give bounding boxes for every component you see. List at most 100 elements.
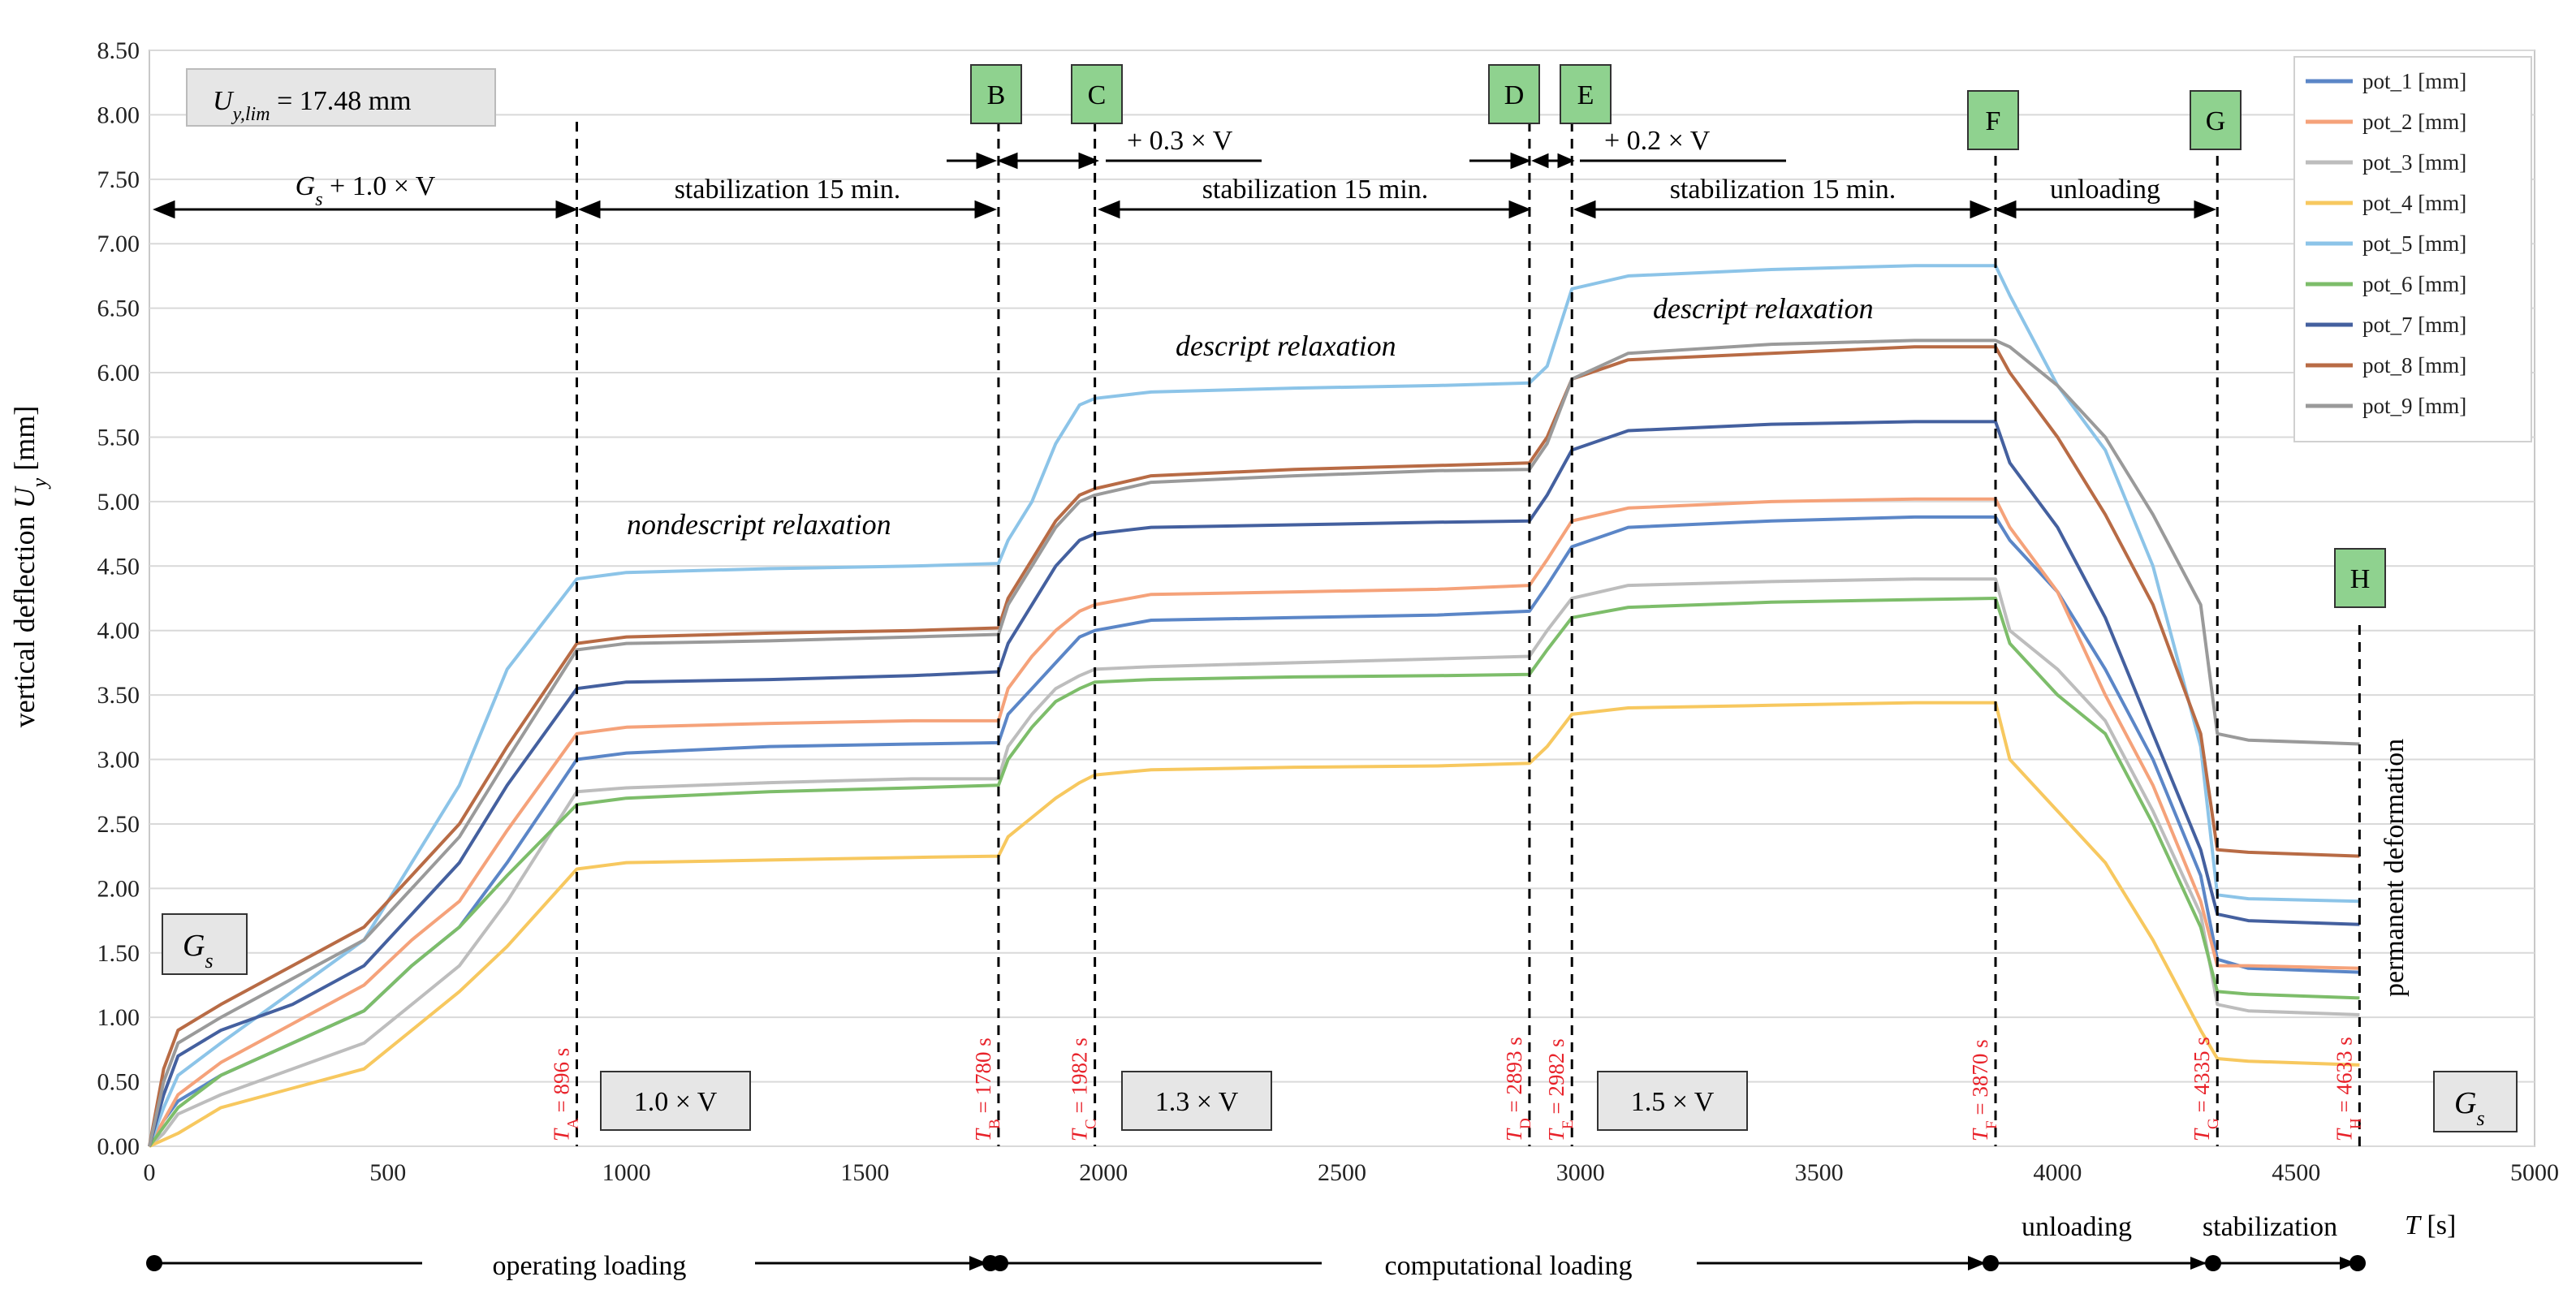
ulim-text: Uy,lim = 17.48 mm [213, 86, 412, 125]
marker-box-g [2190, 90, 2242, 150]
arrow-stab-1-right-head [974, 200, 997, 219]
x-tick-labels: 0 500 1000 1500 2000 2500 3000 3500 4000 4500 5000 [144, 1159, 2560, 1186]
plus-03-text: + 0.3 × V [1127, 126, 1233, 156]
y-tick-label: 2.50 [97, 811, 140, 838]
markers: B C D E F G H [970, 64, 2386, 608]
gs-label-right: Gs [2454, 1086, 2485, 1130]
phase-arrow-comp-head [1968, 1256, 1986, 1270]
range-arrows [153, 152, 2216, 219]
x-tick-label: 3500 [1795, 1159, 1844, 1186]
grid [149, 50, 2535, 1147]
x-tick-label: 3000 [1556, 1159, 1605, 1186]
marker-g: G [2206, 106, 2226, 136]
series-line-6 [148, 597, 2360, 1148]
load-box-2 [1121, 1071, 1272, 1131]
load-label-1: 1.0 × V [634, 1087, 718, 1117]
arrow-de-left-head [1531, 153, 1549, 169]
x-tick-label: 1000 [602, 1159, 651, 1186]
marker-c: C [1088, 80, 1107, 110]
phase-arrow-unload-head [2190, 1257, 2207, 1270]
gs-box-right [2433, 1071, 2518, 1132]
y-tick-label: 1.00 [97, 1004, 140, 1031]
legend-label-4: pot_4 [mm] [2362, 191, 2466, 215]
plus-02-text: + 0.2 × V [1604, 126, 1711, 156]
permanent-deformation-text: permanent deformation [2380, 739, 2410, 997]
y-tick-label: 3.00 [97, 747, 140, 774]
stab-text-3: stabilization 15 min. [1670, 175, 1896, 205]
arrow-b-in-head [976, 152, 998, 170]
arrow-stab-3-left-head [1573, 200, 1596, 219]
phase-dot-f [1983, 1255, 1999, 1271]
load-label-3: 1.5 × V [1631, 1087, 1715, 1117]
series-line-7 [148, 420, 2360, 1147]
y-tick-label: 3.50 [97, 682, 140, 709]
arrow-stab-2-left-head [1098, 200, 1120, 219]
series-line-8 [148, 345, 2360, 1147]
marker-e: E [1577, 80, 1594, 110]
y-tick-label: 6.00 [97, 360, 140, 386]
x-tick-label: 0 [144, 1159, 156, 1186]
marker-b: B [987, 80, 1006, 110]
arrow-unloading-right-head [2194, 200, 2216, 219]
event-time-label-f: TF = 3870 s [1968, 1039, 2000, 1141]
phase-unloading: unloading [2022, 1212, 2132, 1242]
y-tick-label: 7.00 [97, 231, 140, 257]
phase-dot-h [2349, 1255, 2366, 1271]
y-axis-label: vertical deflection Uy [mm] [8, 406, 51, 727]
y-tick-label: 0.00 [97, 1133, 140, 1160]
arrow-stab-3-right-head [1970, 200, 1992, 219]
y-tick-label: 4.50 [97, 553, 140, 580]
x-tick-label: 2500 [1318, 1159, 1366, 1186]
x-tick-label: 500 [369, 1159, 406, 1186]
y-tick-label: 4.00 [97, 618, 140, 645]
y-tick-label: 5.00 [97, 489, 140, 515]
phase-stabilization: stabilization [2203, 1212, 2337, 1242]
x-tick-label: 4500 [2272, 1159, 2320, 1186]
y-tick-label: 2.00 [97, 875, 140, 902]
legend-label-5: pot_5 [mm] [2362, 231, 2466, 256]
event-time-label-h: TH = 4633 s [2332, 1037, 2364, 1141]
y-tick-label: 5.50 [97, 424, 140, 451]
event-time-label-c: TC = 1982 s [1068, 1037, 1100, 1141]
event-time-label-d: TD = 2893 s [1502, 1037, 1534, 1141]
y-tick-label: 8.00 [97, 101, 140, 128]
phase-timeline: operating loading computational loading … [146, 1212, 2366, 1281]
y-tick-labels: 0.00 0.50 1.00 1.50 2.00 2.50 3.00 3.50 4.00 4.50… [97, 37, 140, 1160]
phase-computational: computational loading [1385, 1251, 1633, 1281]
event-time-label-b: TB = 1780 s [971, 1037, 1003, 1141]
ulim-box [186, 68, 496, 127]
legend-label-3: pot_3 [mm] [2362, 150, 2466, 175]
gs-plus-text: Gs + 1.0 × V [296, 171, 436, 210]
event-time-labels: TA = 896 s TB = 1780 s TC = 1982 s TD = 289… [549, 1037, 2363, 1141]
legend: pot_1 [mm] pot_2 [mm] pot_3 [mm] pot_4 [mm]… [2293, 56, 2532, 442]
arrow-bc-left-head [996, 152, 1018, 170]
arrow-d-in-head [1510, 152, 1532, 170]
phase-dot-g [2205, 1255, 2221, 1271]
legend-label-8: pot_8 [mm] [2362, 353, 2466, 377]
arrow-stab-1-left-head [578, 200, 601, 219]
series-lines [148, 264, 2360, 1148]
legend-label-9: pot_9 [mm] [2362, 394, 2466, 418]
y-tick-label: 7.50 [97, 166, 140, 193]
event-time-label-g: TG = 4335 s [2190, 1037, 2222, 1141]
x-tick-label: 1500 [840, 1159, 889, 1186]
y-tick-label: 6.50 [97, 295, 140, 322]
event-time-label-e: TE = 2982 s [1544, 1038, 1577, 1141]
marker-box-d [1488, 64, 1540, 124]
marker-d: D [1504, 80, 1525, 110]
arrow-de-right-head [1557, 153, 1575, 169]
gs-box-left [162, 913, 248, 975]
phase-operating: operating loading [493, 1251, 687, 1281]
nondescript-text: nondescript relaxation [627, 508, 891, 541]
arrow-gs-left-head [153, 200, 175, 219]
stab-text-1: stabilization 15 min. [675, 175, 901, 205]
load-box-1 [600, 1071, 751, 1131]
series-line-2 [148, 497, 2360, 1147]
legend-label-7: pot_7 [mm] [2362, 313, 2466, 337]
unloading-top-text: unloading [2050, 175, 2160, 205]
load-box-3 [1597, 1071, 1748, 1131]
arrow-bc-right-head [1078, 152, 1100, 170]
legend-label-1: pot_1 [mm] [2362, 69, 2466, 93]
phase-arrow-stab-head [2340, 1257, 2356, 1270]
